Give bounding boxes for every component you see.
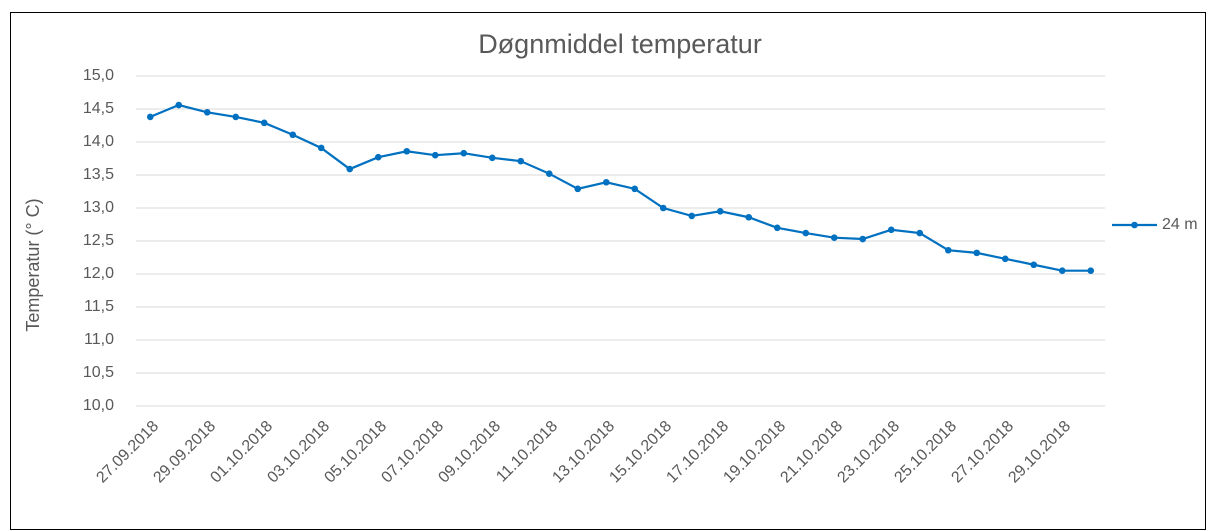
point (1030, 261, 1038, 269)
point (773, 224, 781, 232)
point (545, 170, 553, 177)
point (203, 109, 211, 116)
y-tick-label: 14,0 (83, 133, 114, 150)
point (374, 153, 382, 161)
point (232, 113, 240, 121)
point (887, 226, 895, 234)
point (802, 229, 810, 237)
point (175, 101, 183, 109)
point (517, 157, 525, 165)
y-tick-label: 15,0 (83, 67, 114, 84)
point (859, 235, 867, 243)
y-tick-label: 12,0 (83, 265, 114, 282)
point (146, 113, 154, 121)
y-tick-label: 10,5 (83, 364, 114, 381)
point (460, 149, 468, 157)
point (973, 249, 981, 257)
chart-border (10, 12, 1206, 530)
point (488, 154, 496, 162)
y-tick-label: 13,5 (83, 166, 114, 183)
point (289, 131, 297, 139)
y-tick-label: 10,0 (83, 397, 114, 414)
y-tick-label: 14,5 (83, 100, 114, 117)
point (1001, 255, 1009, 263)
point (659, 204, 667, 212)
y-tick-label: 13,0 (83, 199, 114, 216)
legend-marker (1131, 221, 1138, 229)
point (830, 234, 838, 241)
y-axis-label: Temperatur (° C) (23, 198, 43, 331)
y-tick-label: 11,5 (84, 298, 114, 315)
point (1087, 267, 1095, 275)
point (916, 229, 924, 237)
chart-title: Døgnmiddel temperatur (478, 29, 762, 59)
point (403, 147, 411, 155)
point (431, 151, 439, 159)
y-tick-label: 12,5 (83, 232, 114, 249)
point (1058, 267, 1066, 275)
point (716, 208, 724, 215)
point (574, 185, 582, 193)
y-tick-label: 11,0 (84, 331, 114, 348)
legend-label: 24 m (1162, 216, 1198, 233)
line (149, 103, 1091, 272)
point (688, 212, 696, 220)
point (260, 119, 268, 127)
point (317, 144, 325, 152)
point (602, 178, 610, 186)
point (346, 165, 354, 173)
point (944, 246, 952, 254)
point (745, 213, 753, 221)
point (631, 185, 639, 193)
